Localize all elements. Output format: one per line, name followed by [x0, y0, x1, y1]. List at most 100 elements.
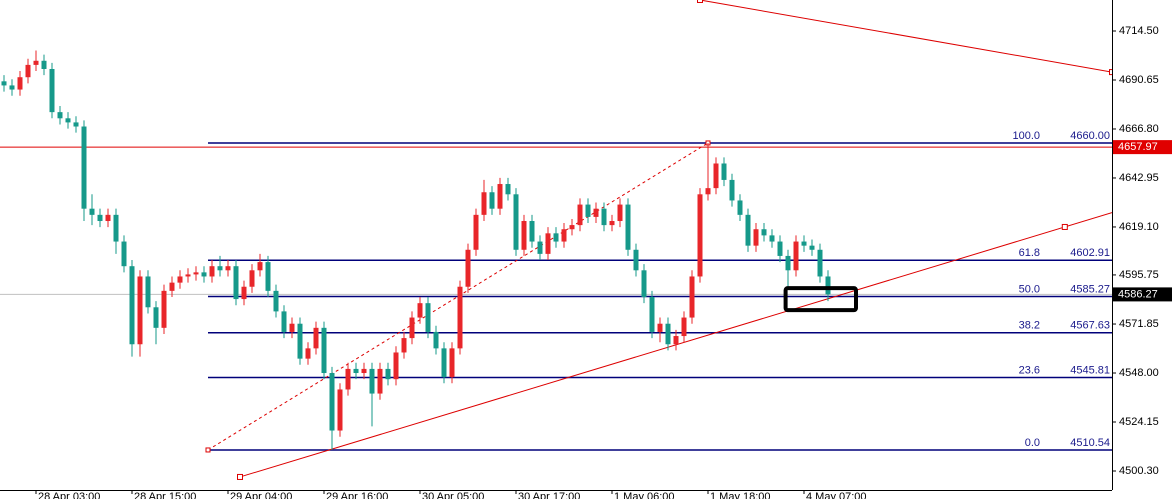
candle-body [329, 373, 335, 431]
candle-body [201, 272, 207, 277]
candle-body [73, 122, 79, 127]
candle-body [577, 204, 583, 226]
candle-body [209, 266, 215, 277]
x-tick-label: 28 Apr 15:00 [134, 491, 196, 499]
candle-body [313, 327, 319, 349]
candle-body [25, 64, 31, 78]
candle-body [217, 266, 223, 271]
fib-price-label: 4567.63 [1070, 320, 1110, 332]
candle-body [593, 208, 599, 217]
candle-body [17, 77, 23, 90]
x-tick-label: 29 Apr 04:00 [230, 491, 292, 499]
candle-body [137, 276, 143, 345]
candle-body [57, 112, 63, 119]
fib-price-label: 4585.27 [1070, 283, 1110, 295]
candle-body [465, 249, 471, 287]
y-tick-label: 4524.15 [1119, 416, 1159, 428]
candle-body [369, 368, 375, 394]
candle-body [265, 262, 271, 291]
candle-body [9, 85, 15, 90]
candle-body [481, 192, 487, 215]
y-tick-label: 4642.95 [1119, 172, 1159, 184]
candle-body [521, 221, 527, 250]
trendline-anchor [237, 473, 243, 480]
fib-ratio-label: 0.0 [1025, 437, 1040, 449]
candle-body [81, 126, 87, 209]
candle-body [657, 323, 663, 332]
candle-body [65, 118, 71, 123]
fib-ratio-label: 100.0 [1012, 130, 1040, 142]
fib-price-label: 4602.91 [1070, 247, 1110, 259]
candle-body [361, 368, 367, 374]
fib-ratio-label: 61.8 [1019, 247, 1040, 259]
trendline-anchor [697, 0, 703, 3]
candle-body [729, 179, 735, 201]
candle-body [697, 194, 703, 277]
candle-body [457, 286, 463, 349]
candle-body [721, 163, 727, 180]
candle-body [449, 348, 455, 378]
candle-body [497, 184, 503, 209]
candle-body [153, 307, 159, 328]
candle-body [393, 352, 399, 380]
candle-body [281, 311, 287, 332]
candle-body [545, 233, 551, 254]
candle-body [785, 255, 791, 271]
candle-body [89, 208, 95, 215]
candle-body [641, 270, 647, 298]
price-level-label: 4657.97 [1118, 141, 1158, 153]
candle-body [417, 303, 423, 318]
candle-body [537, 241, 543, 254]
candle-body [585, 204, 591, 217]
candle-body [273, 290, 279, 312]
candle-body [489, 192, 495, 209]
trendline [699, 0, 1112, 73]
y-tick-label: 4595.75 [1119, 269, 1159, 281]
candle-body [777, 241, 783, 256]
candle-body [385, 368, 391, 380]
candle-body [681, 317, 687, 337]
candle-body [177, 276, 183, 283]
candle-body [289, 323, 295, 332]
candle-body [145, 276, 151, 308]
candle-body [441, 348, 447, 378]
candle-body [249, 270, 255, 287]
candle-body [121, 241, 127, 267]
fib-ratio-label: 50.0 [1019, 283, 1040, 295]
y-tick-label: 4548.00 [1119, 367, 1159, 379]
candle-body [129, 266, 135, 345]
candle-body [561, 229, 567, 242]
candle-body [673, 336, 679, 345]
candle-body [633, 249, 639, 271]
candle-body [97, 214, 103, 222]
y-tick-label: 4714.50 [1119, 25, 1159, 37]
candle-body [817, 249, 823, 277]
candle-body [257, 262, 263, 271]
candle-body [161, 290, 167, 328]
candle-body [713, 163, 719, 189]
candle-body [689, 276, 695, 318]
candle-body [1, 81, 7, 86]
fib-base-line [207, 142, 709, 451]
candle-body [305, 348, 311, 359]
y-tick-label: 4619.10 [1119, 221, 1159, 233]
candle-body [705, 188, 711, 195]
candle-body [321, 327, 327, 374]
fib-price-label: 4545.81 [1070, 364, 1110, 376]
candle-body [745, 214, 751, 246]
x-tick-label: 4 May 07:00 [806, 491, 867, 499]
candle-body [569, 225, 575, 230]
candle-body [105, 214, 111, 222]
candle-body [297, 323, 303, 359]
candle-body [113, 214, 119, 242]
current-price-box [1113, 287, 1172, 302]
candle-body [625, 204, 631, 250]
candle-body [233, 266, 239, 300]
trendline-anchor [1061, 223, 1068, 230]
anchor-point [205, 447, 211, 453]
candle-body [337, 389, 343, 431]
y-tick-label: 4571.85 [1119, 318, 1159, 330]
